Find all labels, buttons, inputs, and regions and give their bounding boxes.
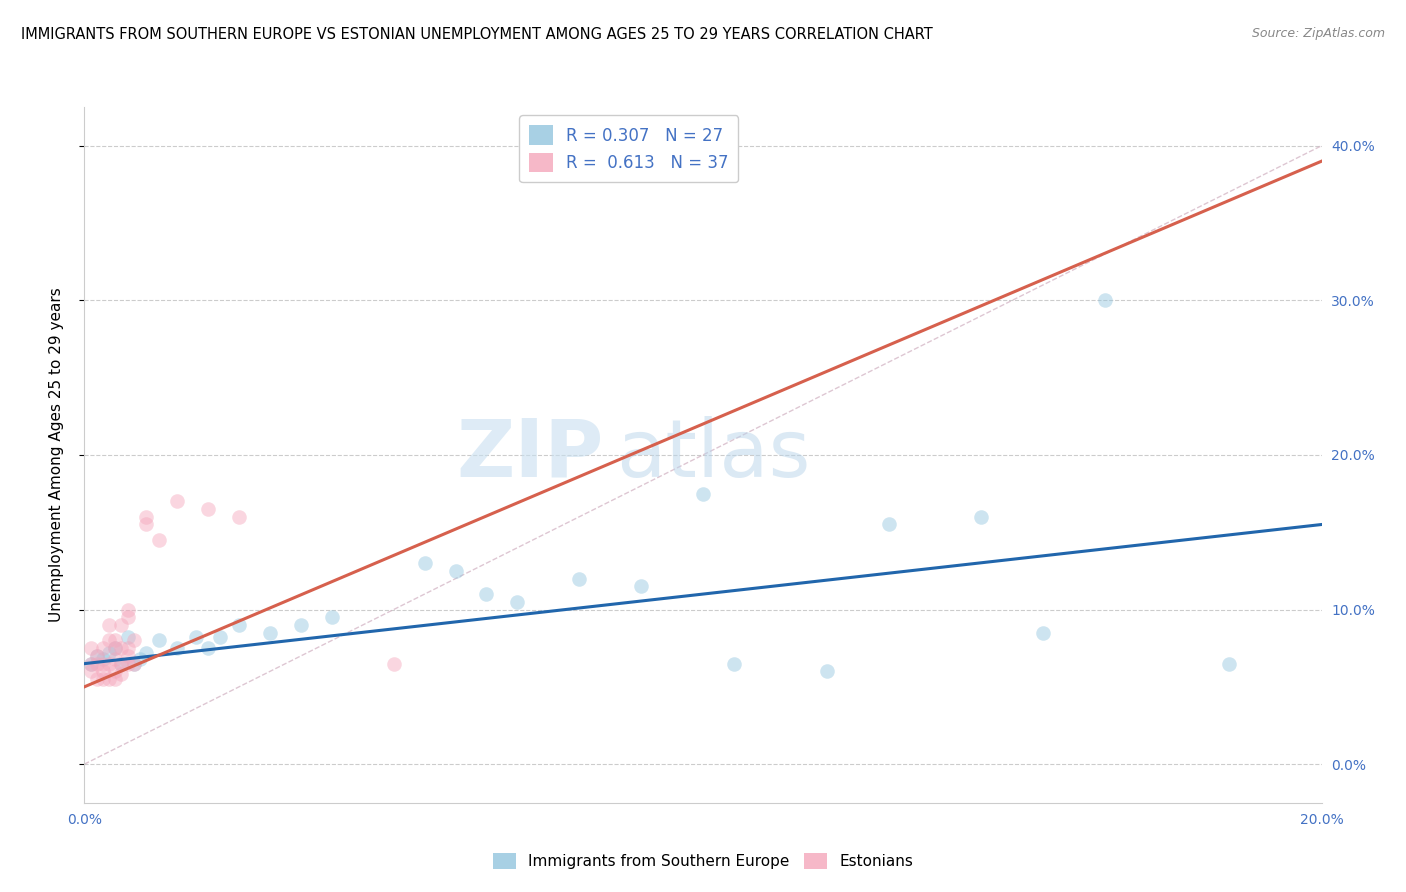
Point	[122, 633, 145, 648]
Point	[197, 502, 219, 516]
Text: IMMIGRANTS FROM SOUTHERN EUROPE VS ESTONIAN UNEMPLOYMENT AMONG AGES 25 TO 29 YEA: IMMIGRANTS FROM SOUTHERN EUROPE VS ESTON…	[21, 27, 932, 42]
Point	[506, 595, 529, 609]
Point	[444, 564, 467, 578]
Point	[98, 618, 121, 632]
Point	[382, 657, 405, 671]
Point	[117, 641, 139, 656]
Point	[228, 509, 250, 524]
Point	[197, 641, 219, 656]
Point	[86, 648, 108, 663]
Point	[148, 633, 170, 648]
Point	[117, 602, 139, 616]
Point	[568, 572, 591, 586]
Point	[91, 657, 114, 671]
Point	[1094, 293, 1116, 308]
Point	[877, 517, 900, 532]
Point	[290, 618, 312, 632]
Point	[104, 672, 127, 686]
Point	[1218, 657, 1240, 671]
Point	[79, 641, 101, 656]
Point	[209, 631, 232, 645]
Text: atlas: atlas	[616, 416, 811, 494]
Point	[86, 648, 108, 663]
Point	[79, 657, 101, 671]
Point	[86, 657, 108, 671]
Point	[1032, 625, 1054, 640]
Text: Source: ZipAtlas.com: Source: ZipAtlas.com	[1251, 27, 1385, 40]
Point	[117, 610, 139, 624]
Text: ZIP: ZIP	[457, 416, 605, 494]
Point	[110, 657, 132, 671]
Y-axis label: Unemployment Among Ages 25 to 29 years: Unemployment Among Ages 25 to 29 years	[49, 287, 63, 623]
Point	[166, 494, 188, 508]
Point	[110, 618, 132, 632]
Point	[98, 633, 121, 648]
Point	[475, 587, 498, 601]
Point	[117, 631, 139, 645]
Point	[91, 652, 114, 666]
Point	[91, 672, 114, 686]
Legend: Immigrants from Southern Europe, Estonians: Immigrants from Southern Europe, Estonia…	[486, 847, 920, 875]
Point	[79, 665, 101, 679]
Point	[110, 667, 132, 681]
Point	[98, 672, 121, 686]
Point	[110, 641, 132, 656]
Point	[723, 657, 745, 671]
Point	[692, 486, 714, 500]
Point	[148, 533, 170, 547]
Point	[166, 641, 188, 656]
Point	[970, 509, 993, 524]
Point	[117, 657, 139, 671]
Point	[135, 517, 157, 532]
Point	[91, 641, 114, 656]
Point	[122, 657, 145, 671]
Point	[135, 509, 157, 524]
Point	[104, 665, 127, 679]
Point	[184, 631, 207, 645]
Point	[815, 665, 838, 679]
Point	[228, 618, 250, 632]
Point	[79, 657, 101, 671]
Point	[117, 648, 139, 663]
Point	[321, 610, 343, 624]
Point	[104, 633, 127, 648]
Point	[86, 672, 108, 686]
Point	[104, 641, 127, 656]
Point	[135, 646, 157, 660]
Point	[129, 652, 152, 666]
Point	[98, 657, 121, 671]
Point	[122, 657, 145, 671]
Point	[104, 641, 127, 656]
Point	[259, 625, 281, 640]
Point	[413, 556, 436, 570]
Point	[104, 652, 127, 666]
Legend: R = 0.307   N = 27, R =  0.613   N = 37: R = 0.307 N = 27, R = 0.613 N = 37	[519, 115, 738, 182]
Point	[91, 665, 114, 679]
Point	[630, 579, 652, 593]
Point	[110, 657, 132, 671]
Point	[98, 646, 121, 660]
